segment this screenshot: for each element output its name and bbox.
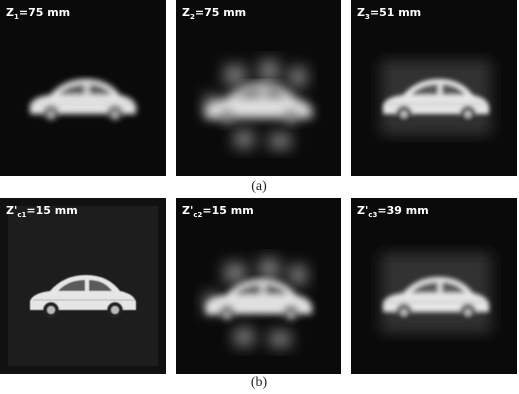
label-part: =15 mm [26,204,77,217]
label-part: Z' [6,204,17,217]
label-part: c3 [368,211,377,219]
panel: Z2=75 mm [176,0,341,176]
label-part: =39 mm [377,204,428,217]
label-part: Z' [357,204,368,217]
panel-label: Z'c3=39 mm [357,204,429,219]
caption: (a) [251,179,267,194]
label-part: c1 [17,211,26,219]
panel: Z'c2=15 mm [176,198,341,374]
label-part: Z' [182,204,193,217]
label-part: Z [6,6,14,19]
label-part: =15 mm [202,204,253,217]
panel: Z3=51 mm [351,0,517,176]
panel-label: Z'c2=15 mm [182,204,254,219]
panel: Z'c3=39 mm [351,198,517,374]
label-part: Z [357,6,365,19]
panel-label: Z'c1=15 mm [6,204,78,219]
panel: Z1=75 mm [0,0,166,176]
caption: (b) [251,375,268,390]
panel: Z'c1=15 mm [0,198,166,374]
figure: Z1=75 mm Z2=75 mm Z3=51 mm (a) Z'c1=15 m… [0,0,519,394]
label-part: Z [182,6,190,19]
label-part: =51 mm [370,6,421,19]
label-part: =75 mm [19,6,70,19]
label-part: =75 mm [195,6,246,19]
label-part: c2 [193,211,202,219]
